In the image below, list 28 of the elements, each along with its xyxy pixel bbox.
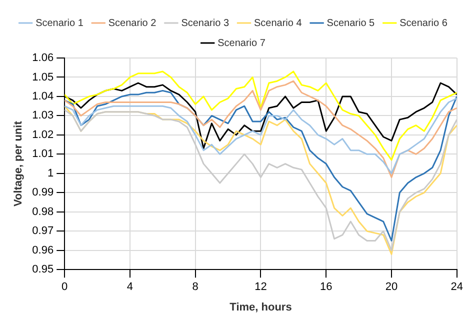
y-tick-label: 0.95 — [32, 264, 54, 276]
y-tick-label: 1 — [47, 167, 54, 180]
y-tick-label: 1.04 — [32, 90, 54, 103]
y-tick-label: 0.99 — [32, 186, 54, 199]
legend-label: Scenario 1 — [36, 18, 84, 29]
y-tick-label: 1.06 — [32, 52, 54, 64]
legend-label: Scenario 3 — [181, 18, 230, 29]
x-tick-label: 20 — [385, 281, 398, 294]
x-tick-label: 24 — [450, 281, 464, 294]
legend-label: Scenario 4 — [254, 18, 302, 29]
x-tick-label: 16 — [320, 281, 332, 294]
x-tick-label: 12 — [254, 281, 267, 294]
y-tick-label: 0.97 — [32, 225, 54, 238]
x-tick-label: 8 — [192, 281, 198, 294]
y-tick-label: 1.05 — [32, 71, 54, 84]
y-axis-title: Voltage, per unit — [12, 120, 25, 206]
x-axis-title: Time, hours — [230, 301, 292, 314]
x-tick-label: 0 — [62, 281, 68, 294]
x-tick-label: 4 — [126, 281, 134, 294]
y-tick-label: 0.98 — [32, 206, 54, 218]
y-tick-label: 1.01 — [32, 148, 54, 160]
legend-label: Scenario 6 — [400, 18, 448, 29]
legend-label: Scenario 7 — [218, 38, 266, 49]
y-tick-label: 0.96 — [32, 244, 54, 256]
legend-label: Scenario 2 — [108, 18, 157, 29]
y-tick-label: 1.02 — [32, 128, 54, 141]
legend-label: Scenario 5 — [326, 18, 376, 29]
y-tick-label: 1.03 — [32, 110, 54, 122]
